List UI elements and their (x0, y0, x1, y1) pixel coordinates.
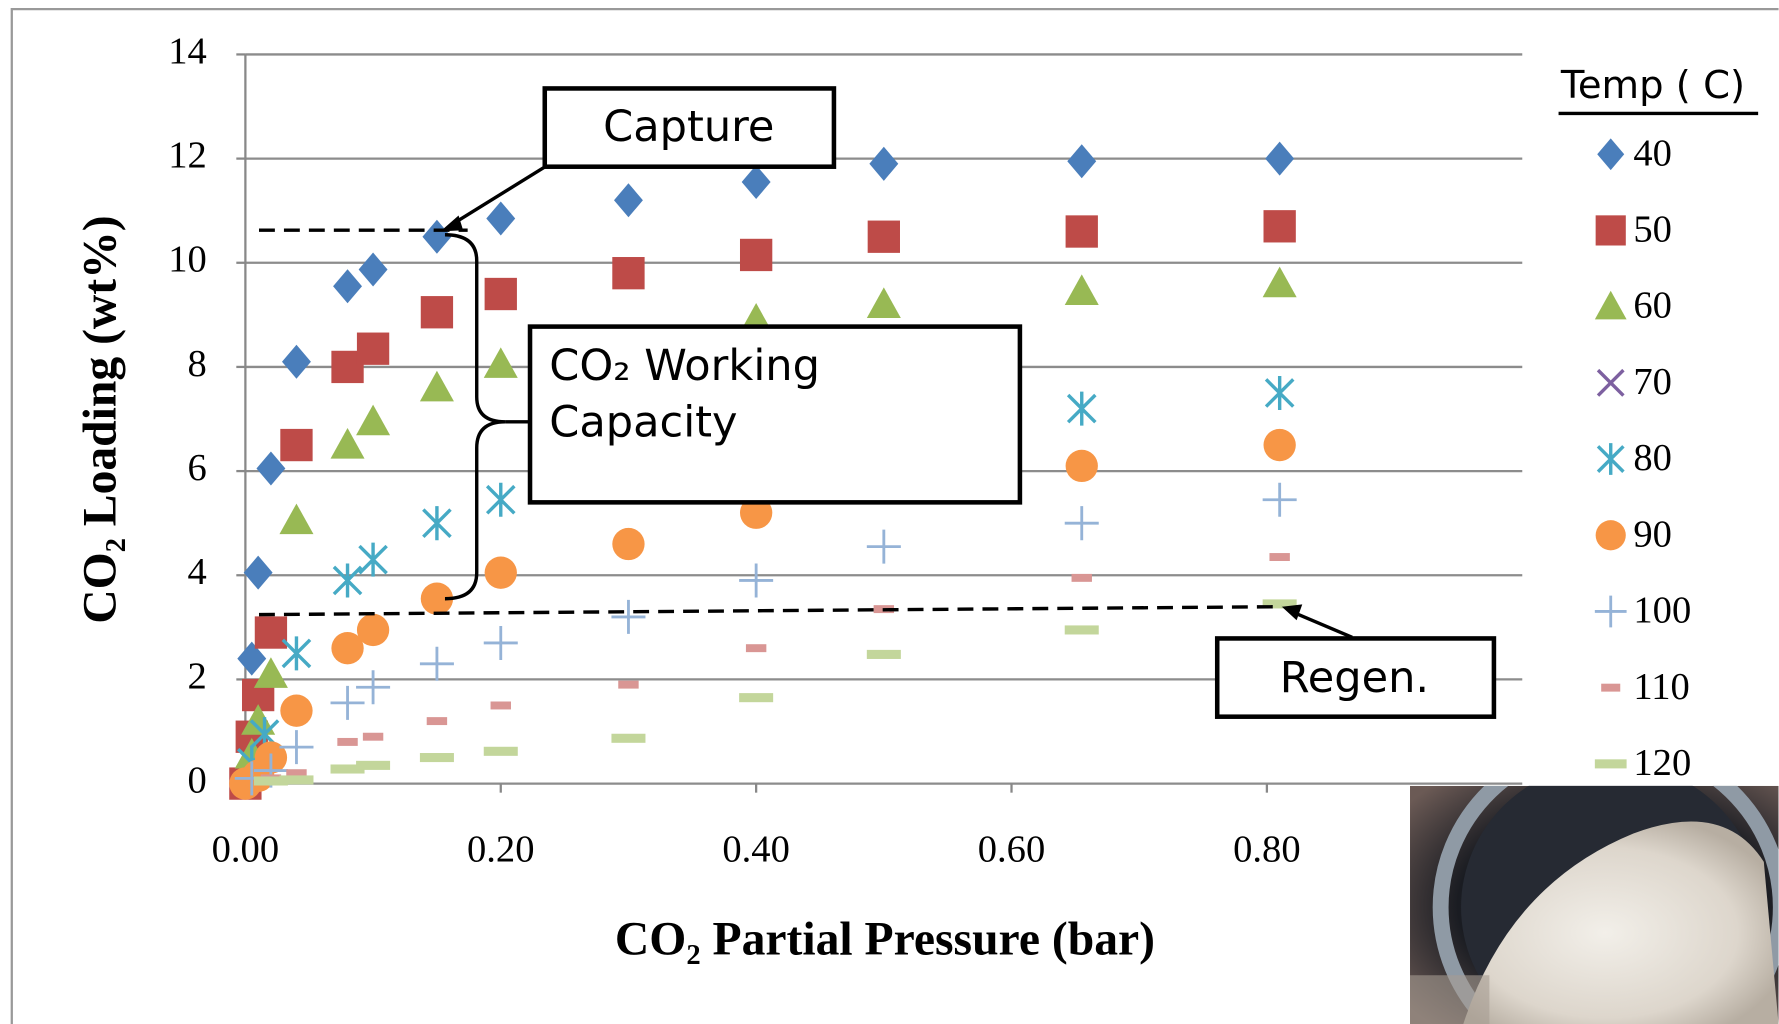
legend-label: 40 (1633, 132, 1672, 174)
marker (337, 738, 357, 746)
marker (279, 775, 313, 784)
marker (491, 701, 511, 709)
marker (612, 257, 644, 289)
marker (1066, 215, 1098, 247)
x-tick-label: 0.80 (1233, 829, 1300, 871)
marker (1072, 574, 1092, 582)
y-axis-title: CO₂ Loading (wt%) (75, 215, 127, 623)
marker (740, 239, 772, 271)
x-tick-label: 0.20 (467, 829, 534, 871)
legend-label: 110 (1633, 666, 1689, 708)
chart: 024681012140.000.200.400.600.80 Capture … (0, 0, 1779, 1024)
legend-label: 50 (1633, 209, 1672, 251)
marker (280, 429, 312, 461)
marker (746, 644, 766, 652)
y-tick-label: 0 (188, 759, 207, 801)
marker (1269, 553, 1289, 561)
marker (421, 296, 453, 328)
legend-label: 60 (1633, 285, 1672, 327)
marker (611, 734, 645, 743)
y-tick-label: 8 (188, 343, 207, 385)
y-tick-label: 6 (188, 447, 207, 489)
marker (1601, 684, 1620, 692)
legend-title: Temp ( C) (1560, 63, 1745, 108)
y-tick-label: 2 (188, 655, 207, 697)
x-axis-title: CO₂ Partial Pressure (bar) (615, 913, 1155, 965)
marker (357, 614, 389, 646)
marker (1264, 429, 1296, 461)
marker (427, 717, 447, 725)
x-tick-label: 0.00 (212, 829, 279, 871)
y-tick-label: 4 (188, 551, 207, 593)
page: 024681012140.000.200.400.600.80 Capture … (0, 0, 1779, 1024)
marker (485, 556, 517, 588)
legend-label: 120 (1633, 742, 1691, 784)
x-tick-label: 0.60 (978, 829, 1045, 871)
y-tick-label: 10 (168, 239, 207, 281)
marker (867, 650, 901, 659)
legend-label: 80 (1633, 437, 1672, 479)
marker (739, 693, 773, 702)
marker (280, 695, 312, 727)
marker (868, 221, 900, 253)
annotation: Capture (603, 102, 774, 152)
marker (420, 753, 454, 762)
marker (1596, 215, 1626, 245)
marker (1264, 210, 1296, 242)
marker (484, 747, 518, 756)
marker (357, 333, 389, 365)
annotation: CO₂ Working (549, 341, 820, 391)
annotation: Regen. (1280, 653, 1429, 703)
marker (1066, 450, 1098, 482)
marker (1065, 625, 1099, 634)
marker (255, 616, 287, 648)
marker (612, 528, 644, 560)
annotation: Capacity (549, 398, 737, 448)
y-tick-label: 12 (168, 134, 207, 176)
x-tick-label: 0.40 (722, 829, 789, 871)
legend-label: 100 (1633, 590, 1691, 632)
marker (618, 681, 638, 689)
y-tick-label: 14 (168, 30, 207, 72)
marker (485, 278, 517, 310)
marker (356, 761, 390, 770)
legend-label: 90 (1633, 513, 1672, 555)
marker (1596, 520, 1626, 550)
marker (1595, 759, 1627, 768)
marker (363, 733, 383, 741)
legend-label: 70 (1633, 361, 1672, 403)
